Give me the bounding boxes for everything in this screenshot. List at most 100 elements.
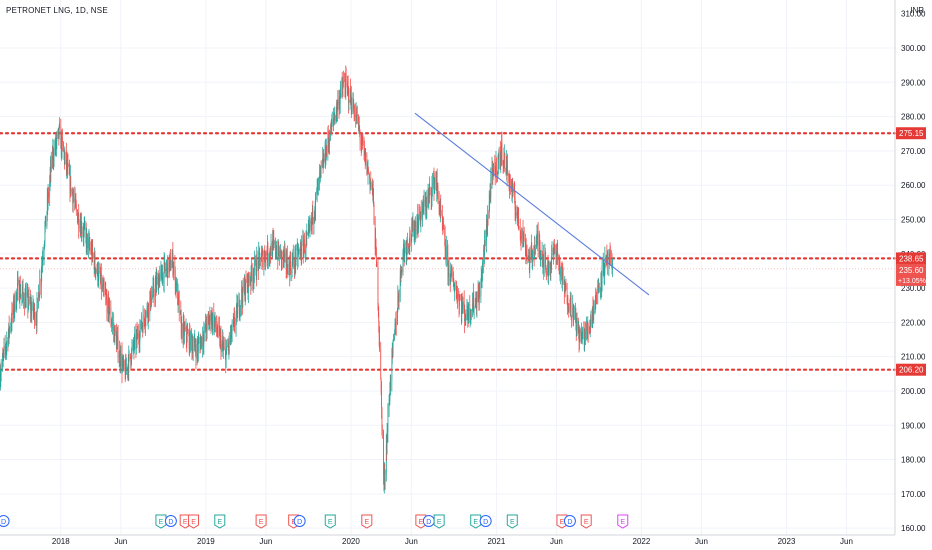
earnings-marker[interactable]: E	[255, 514, 267, 529]
candle-body	[151, 297, 152, 306]
dividend-marker[interactable]: D	[563, 515, 576, 527]
earnings-marker[interactable]: E	[155, 514, 167, 529]
price-tick-label: 250.00	[901, 215, 926, 224]
candle-body	[543, 254, 545, 269]
candle-body	[551, 250, 553, 256]
candle-body	[184, 328, 186, 330]
candle-body	[292, 256, 294, 265]
candle-body	[369, 173, 370, 179]
candle-body	[291, 261, 293, 274]
event-marker-letter: E	[259, 519, 264, 526]
candle-body	[258, 251, 260, 269]
candle-body	[432, 183, 433, 186]
candle-body	[275, 241, 276, 254]
trend-line-layer[interactable]	[414, 112, 650, 296]
earnings-marker[interactable]: E	[556, 514, 568, 529]
candle-body	[457, 293, 458, 303]
time-tick-label: Jun	[695, 537, 708, 546]
candle-body	[267, 257, 269, 260]
candle-body	[388, 401, 390, 415]
candle-body	[176, 281, 177, 291]
dividend-marker[interactable]: D	[0, 515, 10, 527]
earnings-marker[interactable]: E	[188, 514, 200, 529]
candle-body	[381, 430, 383, 432]
candle-body	[276, 251, 277, 257]
candle-body	[141, 320, 142, 329]
earnings-marker-shape	[255, 514, 267, 529]
candle-body	[571, 315, 572, 317]
event-marker-letter: E	[437, 519, 442, 526]
candle-body	[174, 269, 176, 289]
event-marker-letter: E	[510, 519, 515, 526]
candle-body	[25, 292, 27, 296]
earnings-marker[interactable]: E	[470, 514, 482, 529]
trend-line[interactable]	[414, 112, 650, 296]
candle-body	[356, 114, 358, 116]
earnings-marker[interactable]: E	[324, 514, 336, 529]
candle-body	[399, 277, 401, 297]
candle-body	[112, 322, 113, 324]
candle-body	[590, 316, 592, 325]
earnings-marker[interactable]: E	[506, 514, 518, 529]
candle-body	[178, 292, 179, 298]
dividend-marker[interactable]: D	[293, 515, 306, 527]
earnings-marker[interactable]: E	[415, 514, 427, 529]
earnings-marker[interactable]: E	[617, 514, 629, 529]
candle-body	[487, 215, 489, 218]
last-price-change: +13.05%	[898, 278, 926, 285]
price-tick-label: 180.00	[901, 456, 926, 465]
dividend-marker[interactable]: D	[479, 515, 492, 527]
price-axis-badges: 275.15 238.65 206.20 235.60 +13.05%	[896, 127, 926, 376]
chart-grid	[0, 0, 895, 535]
candle-body	[130, 353, 131, 358]
candle-body	[155, 283, 156, 298]
time-axis[interactable]: 2018 Jun 2019 Jun 2020 Jun 2021 Jun 2022 Jun 2023 J…	[52, 537, 853, 546]
price-tick-label: 170.00	[901, 490, 926, 499]
earnings-marker[interactable]: E	[361, 514, 373, 529]
earnings-marker[interactable]: E	[433, 514, 445, 529]
candle-body	[585, 331, 586, 339]
candle-body	[573, 307, 575, 309]
dividend-marker[interactable]: D	[422, 515, 435, 527]
candle-body	[259, 257, 261, 266]
dividend-marker[interactable]: D	[164, 515, 177, 527]
candle-body	[412, 220, 414, 232]
candle-body	[523, 234, 525, 240]
event-marker-letter: D	[168, 519, 173, 526]
candle-body	[462, 301, 464, 307]
earnings-marker[interactable]: E	[580, 514, 592, 529]
time-tick-label: Jun	[840, 537, 853, 546]
earnings-marker-shape	[361, 514, 373, 529]
candle-body	[28, 295, 30, 302]
candle-body	[143, 315, 145, 320]
level-price-badge-label: 238.65	[899, 254, 924, 263]
candle-body	[98, 270, 99, 281]
candle-body	[401, 269, 403, 273]
candle-body	[238, 298, 240, 314]
candle-body	[281, 252, 283, 259]
event-marker-letter: E	[419, 519, 424, 526]
candle-body	[604, 257, 606, 273]
earnings-marker[interactable]: E	[214, 514, 226, 529]
candle-body	[364, 148, 365, 153]
candle-body	[100, 273, 102, 290]
candle-body	[263, 258, 265, 267]
candle-body	[23, 294, 24, 302]
candle-body	[601, 265, 603, 284]
candle-body	[237, 306, 239, 318]
candle-body	[150, 292, 151, 308]
level-price-badge-label: 275.15	[899, 129, 924, 138]
candle-body	[368, 169, 369, 174]
candle-body	[248, 275, 250, 282]
candle-body	[67, 163, 69, 165]
candle-body	[576, 318, 578, 328]
candle-body	[153, 283, 155, 294]
candle-body	[280, 249, 282, 251]
candle-body	[7, 333, 9, 345]
candle-body	[212, 313, 213, 326]
candle-body	[546, 271, 547, 276]
candle-body	[408, 245, 409, 249]
candle-body	[320, 165, 322, 167]
candle-body	[570, 299, 572, 316]
